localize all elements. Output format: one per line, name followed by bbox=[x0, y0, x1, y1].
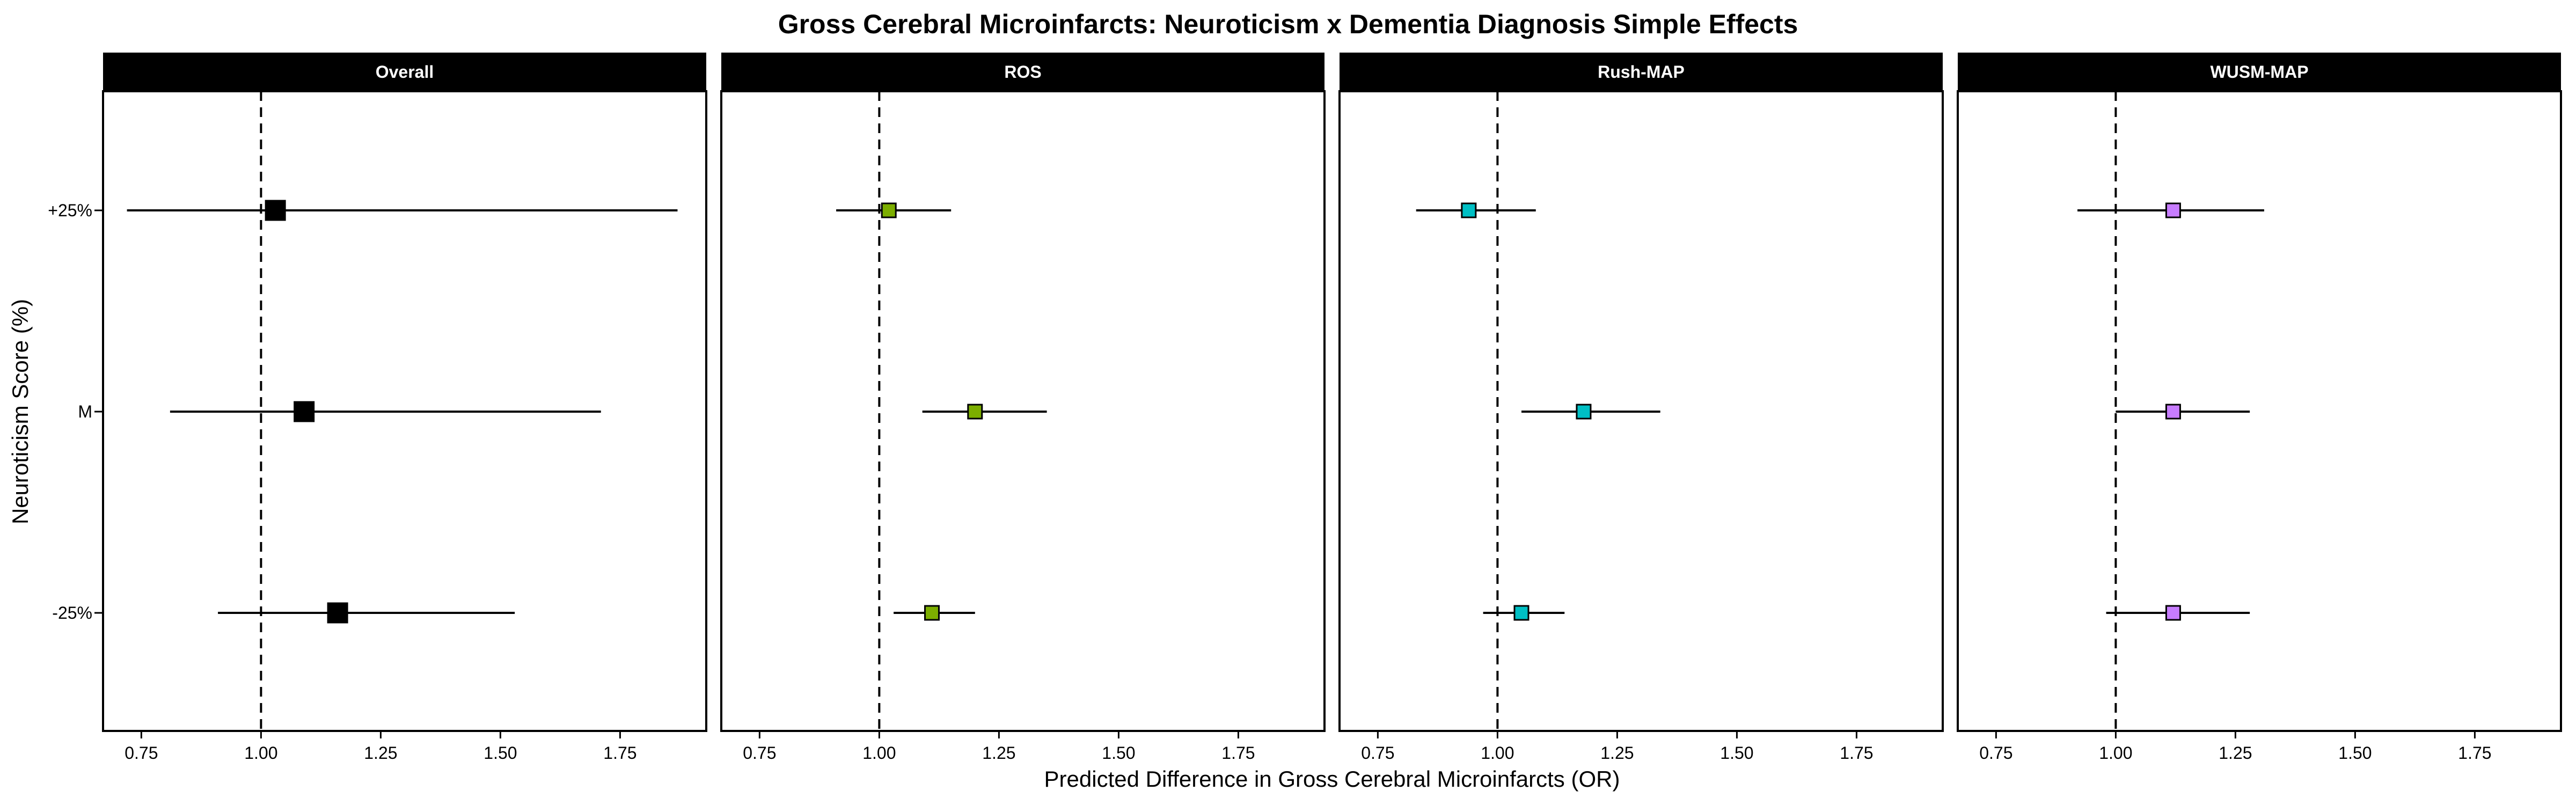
panel-wusm-map: WUSM-MAP 0.75 1.00 1.25 1.50 1.75 bbox=[1957, 53, 2562, 763]
point-estimate bbox=[294, 401, 315, 422]
point-estimate bbox=[2165, 404, 2181, 420]
x-tick-label: 0.75 bbox=[1361, 743, 1394, 763]
point-estimate bbox=[1461, 202, 1477, 218]
y-tick-label: M bbox=[78, 402, 92, 421]
panel-strip bbox=[1340, 53, 1943, 91]
x-tick-label: 1.50 bbox=[1720, 743, 1753, 763]
point-estimate bbox=[2165, 605, 2181, 621]
x-tick-label: 1.50 bbox=[484, 743, 517, 763]
panel-strip bbox=[721, 53, 1324, 91]
point-estimate bbox=[924, 605, 940, 621]
x-tick-label: 1.00 bbox=[244, 743, 277, 763]
x-tick-label: 1.50 bbox=[1102, 743, 1135, 763]
panel-strip bbox=[103, 53, 706, 91]
x-tick-label: 1.00 bbox=[2099, 743, 2132, 763]
panel-ros: ROS 0.75 1.00 1.25 1.50 1.75 bbox=[720, 53, 1326, 763]
x-tick-label: 1.00 bbox=[862, 743, 896, 763]
x-tick-label: 1.25 bbox=[1600, 743, 1634, 763]
y-tick-label: +25% bbox=[48, 201, 92, 220]
point-estimate bbox=[967, 404, 983, 420]
x-tick-label: 1.50 bbox=[2338, 743, 2372, 763]
panel-strip bbox=[1958, 53, 2561, 91]
panel-border bbox=[102, 90, 707, 732]
panel-strip-label: Rush-MAP bbox=[1598, 62, 1685, 82]
chart-title: Gross Cerebral Microinfarcts: Neuroticis… bbox=[778, 9, 1798, 39]
x-tick-label: 1.00 bbox=[1481, 743, 1514, 763]
panel-strip-label: Overall bbox=[376, 62, 434, 82]
point-estimate bbox=[881, 202, 897, 218]
x-tick-label: 1.25 bbox=[982, 743, 1015, 763]
x-axis-label: Predicted Difference in Gross Cerebral M… bbox=[1044, 766, 1620, 792]
y-axis-label: Neuroticism Score (%) bbox=[8, 299, 33, 524]
x-tick-label: 1.25 bbox=[364, 743, 397, 763]
x-tick-label: 1.75 bbox=[603, 743, 636, 763]
panel-strip-label: ROS bbox=[1004, 62, 1041, 82]
point-estimate bbox=[2165, 202, 2181, 218]
y-tick-label: -25% bbox=[52, 603, 92, 623]
x-tick-label: 0.75 bbox=[743, 743, 776, 763]
x-tick-label: 1.75 bbox=[2458, 743, 2491, 763]
point-estimate bbox=[1576, 404, 1592, 420]
panel-border bbox=[1338, 90, 1944, 732]
point-estimate bbox=[327, 602, 348, 624]
x-tick-label: 1.25 bbox=[2219, 743, 2252, 763]
x-tick-label: 0.75 bbox=[1979, 743, 2012, 763]
x-tick-label: 0.75 bbox=[125, 743, 158, 763]
x-tick-label: 1.75 bbox=[1840, 743, 1873, 763]
point-estimate bbox=[265, 200, 286, 221]
facet-panels: +25% M -25% Overall 0.75 1.00 1.25 1.50 1.75 ROS 0… bbox=[48, 53, 2562, 763]
panel-overall: Overall 0.75 1.00 1.25 1.50 1.75 bbox=[102, 53, 707, 763]
panel-border bbox=[1957, 90, 2562, 732]
panel-rush-map: Rush-MAP 0.75 1.00 1.25 1.50 1.75 bbox=[1338, 53, 1944, 763]
panel-border bbox=[720, 90, 1326, 732]
x-tick-label: 1.75 bbox=[1221, 743, 1255, 763]
point-estimate bbox=[1513, 605, 1529, 621]
panel-strip-label: WUSM-MAP bbox=[2210, 62, 2308, 82]
